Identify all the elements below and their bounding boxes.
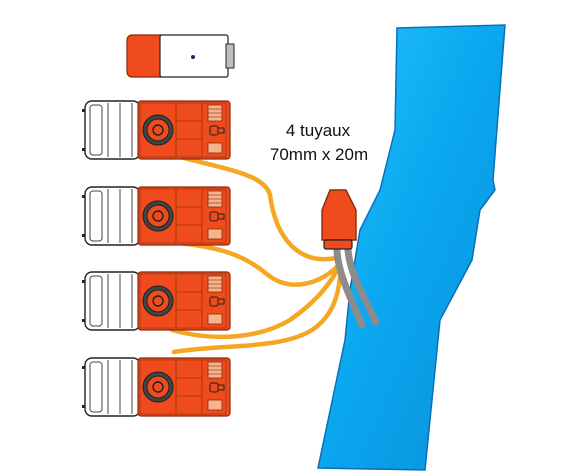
fire-truck-3 xyxy=(81,271,231,331)
hose-spec-label: 70mm x 20m xyxy=(269,145,369,164)
river xyxy=(317,24,506,471)
hose-count-label: 4 tuyaux xyxy=(285,121,351,140)
support-vehicle xyxy=(126,34,235,78)
supply-hoses xyxy=(169,153,343,355)
fire-truck-2 xyxy=(81,186,231,246)
hose-3 xyxy=(169,269,339,340)
suction-hoses xyxy=(333,246,380,329)
fire-truck-1 xyxy=(81,100,231,160)
hose-1 xyxy=(173,153,339,262)
pump-collector xyxy=(321,189,357,250)
hose-2 xyxy=(175,240,341,287)
fire-truck-4 xyxy=(81,357,231,417)
hose-4 xyxy=(171,273,343,355)
